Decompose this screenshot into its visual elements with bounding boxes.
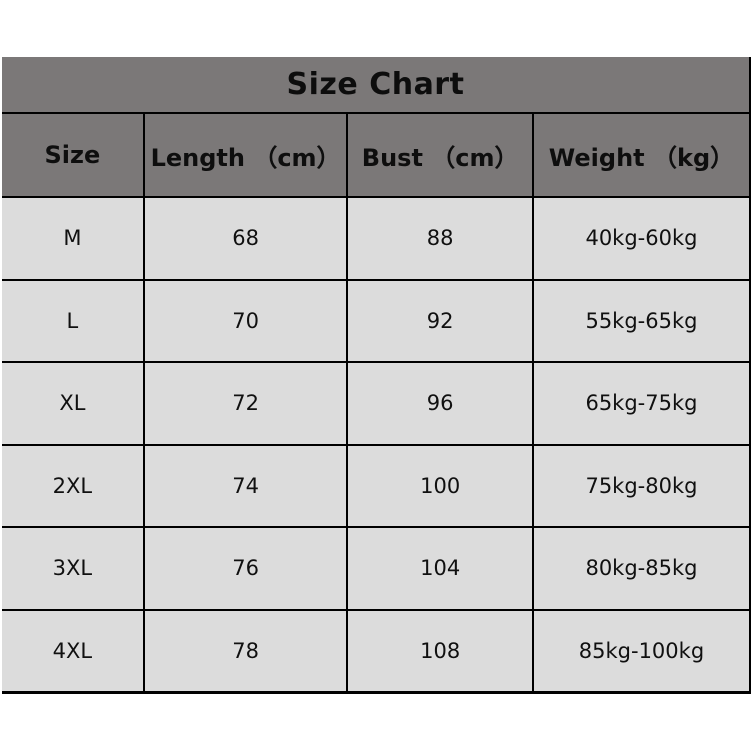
cell-bust: 96 xyxy=(346,363,532,444)
cell-length: 74 xyxy=(142,445,347,526)
cell-weight: 40kg-60kg xyxy=(531,198,749,279)
cell-size: 3XL xyxy=(52,556,93,581)
table-row-4xl: 4XL 78 108 85kg-100kg xyxy=(2,608,749,691)
cell-length: 76 xyxy=(142,528,347,609)
table-row-xl: XL 72 96 65kg-75kg xyxy=(2,361,749,444)
header-cell-bust: Bust （cm） xyxy=(346,114,532,196)
cell-size: 4XL xyxy=(52,638,93,663)
cell-length: 78 xyxy=(142,610,347,691)
cell-weight: 55kg-65kg xyxy=(531,280,749,361)
cell-size: 2XL xyxy=(52,473,93,498)
cell-bust: 104 xyxy=(346,528,532,609)
cell-weight: 65kg-75kg xyxy=(531,363,749,444)
table-row-l: L 70 92 55kg-65kg xyxy=(2,278,749,361)
cell-bust: 92 xyxy=(346,280,532,361)
cell-length: 68 xyxy=(142,198,347,279)
cell-bust: 100 xyxy=(346,445,532,526)
cell-size: XL xyxy=(59,391,86,416)
size-chart-title: Size Chart xyxy=(2,57,749,112)
header-cell-weight: Weight （kg） xyxy=(531,114,749,196)
table-header-row: Size Length （cm） Bust （cm） Weight （kg） xyxy=(2,112,749,196)
header-cell-length: Length （cm） xyxy=(142,114,347,196)
cell-weight: 75kg-80kg xyxy=(531,445,749,526)
cell-length: 70 xyxy=(142,280,347,361)
table-row-2xl: 2XL 74 100 75kg-80kg xyxy=(2,443,749,526)
cell-weight: 80kg-85kg xyxy=(531,528,749,609)
cell-weight: 85kg-100kg xyxy=(531,610,749,691)
cell-size: M xyxy=(63,226,82,251)
cell-bust: 88 xyxy=(346,198,532,279)
size-chart-table: Size Chart Size Length （cm） Bust （cm） We… xyxy=(2,57,751,694)
cell-size: L xyxy=(66,308,79,333)
cell-length: 72 xyxy=(142,363,347,444)
header-cell-size: Size xyxy=(44,141,101,169)
table-row-m: M 68 88 40kg-60kg xyxy=(2,196,749,279)
cell-bust: 108 xyxy=(346,610,532,691)
table-row-3xl: 3XL 76 104 80kg-85kg xyxy=(2,526,749,609)
